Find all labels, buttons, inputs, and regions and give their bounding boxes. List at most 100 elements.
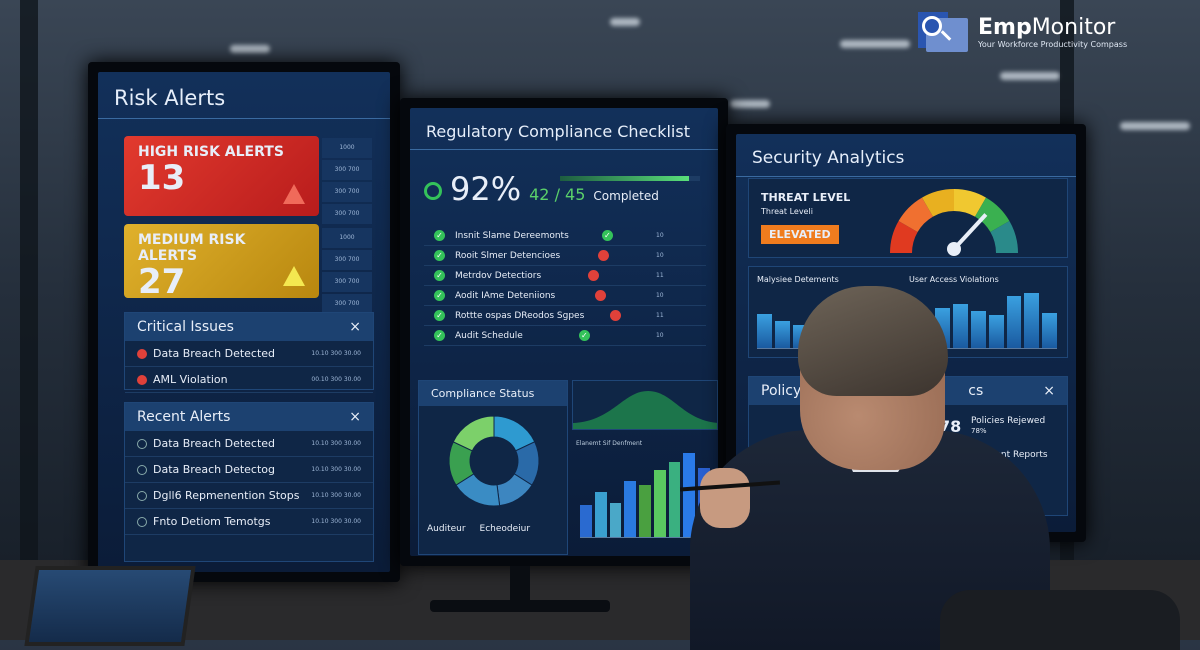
alert-row[interactable]: Data Breach Detected 10.10 300 30.00 <box>125 431 373 457</box>
checklist-label: Insnit Slame Dereemonts <box>455 230 569 241</box>
threat-level-subtitle: Threat Leveli <box>761 207 813 216</box>
bar <box>639 485 651 537</box>
gauge-segment <box>898 197 933 232</box>
checklist-item[interactable]: ✓ Metrdov Detectiors 11 <box>424 266 706 286</box>
side-value: 300 700 <box>322 294 372 314</box>
gauge-segment <box>922 189 954 217</box>
high-risk-card[interactable]: HIGH RISK ALERTS 13 <box>124 136 319 216</box>
close-icon[interactable]: × <box>1043 383 1055 399</box>
side-value: 1000 <box>322 228 372 248</box>
alert-time: 10.10 300 30.00 <box>311 466 361 473</box>
bar-chart-title: Elanemt Sif Denfment <box>576 440 643 447</box>
check-icon: ✓ <box>434 310 445 321</box>
policy-stat-label: Policies Rejewed <box>971 416 1046 426</box>
alert-row[interactable]: Fnto Detiom Temotgs 10.10 300 30.00 <box>125 509 373 535</box>
donut-slice <box>452 415 495 452</box>
threat-level-title: THREAT LEVEL <box>761 191 851 204</box>
checklist: ✓ Insnit Slame Dereemonts ✓ 10 ✓ Rooit Slmer … <box>424 226 706 346</box>
alert-label: AML Violation <box>153 373 228 386</box>
compliance-progress-bar <box>560 176 700 181</box>
bar <box>653 470 666 537</box>
check-icon: ✓ <box>434 330 445 341</box>
gauge-segment <box>990 221 1018 253</box>
alert-label: Data Breach Detectog <box>153 463 276 476</box>
medium-risk-count: 27 <box>138 262 186 302</box>
recent-alerts-panel: Recent Alerts × Data Breach Detected 10.10… <box>124 402 374 562</box>
threat-level-panel: THREAT LEVEL Threat Leveli ELEVATED <box>748 178 1068 258</box>
side-value: 300 700 <box>322 250 372 270</box>
recent-alerts-title: Recent Alerts <box>137 409 231 425</box>
legend-echeodeiur: Echeodeiur <box>479 524 531 534</box>
threat-gauge <box>890 189 1018 256</box>
status-icon <box>588 270 600 281</box>
side-value: 300 700 <box>322 272 372 292</box>
checklist-item[interactable]: ✓ Audit Schedule ✓ 10 <box>424 326 706 346</box>
risk-alerts-monitor: Risk Alerts HIGH RISK ALERTS 13 1000 300 … <box>88 62 400 582</box>
bar <box>683 453 696 537</box>
ceiling-light <box>840 40 910 48</box>
warning-icon <box>283 266 305 286</box>
checklist-count: 11 <box>656 312 664 319</box>
empmonitor-logo: EmpMonitor Your Workforce Productivity C… <box>918 12 1127 52</box>
check-badge-icon <box>137 349 147 359</box>
alert-row[interactable]: Dgll6 Repmenention Stops 10.10 300 30.00 <box>125 483 373 509</box>
bar <box>1024 293 1040 348</box>
compliance-percent: 92% <box>450 170 522 208</box>
alert-label: Data Breach Detected <box>153 347 276 360</box>
alert-row[interactable]: Data Breach Detected 10.10 300 30.00 <box>125 341 373 367</box>
gauge-segment <box>954 189 986 217</box>
ceiling-light <box>230 45 270 53</box>
checklist-count: 11 <box>656 272 664 279</box>
completed-label: Completed <box>593 189 659 203</box>
bar <box>774 320 790 348</box>
security-title: Security Analytics <box>736 134 1076 177</box>
check-icon: ✓ <box>434 250 445 261</box>
side-value: 300 700 <box>322 204 372 224</box>
alert-row[interactable]: AML Violation 00.10 300 30.00 <box>125 367 373 393</box>
radio-icon <box>137 465 147 475</box>
bar <box>970 311 986 348</box>
high-risk-label: HIGH RISK ALERTS <box>138 144 284 160</box>
gauge-segment <box>975 197 1010 232</box>
ceiling-light <box>610 18 640 26</box>
checklist-label: Rooit Slmer Detencioes <box>455 250 561 261</box>
alert-row[interactable]: Data Breach Detectog 10.10 300 30.00 <box>125 457 373 483</box>
chart1-title: Malysiee Detements <box>757 275 839 284</box>
checklist-item[interactable]: ✓ Rottte ospas DReodos Sgpes 11 <box>424 306 706 326</box>
bar <box>1006 296 1022 348</box>
medium-risk-card[interactable]: MEDIUM RISK ALERTS 27 <box>124 224 319 302</box>
risk-alerts-title: Risk Alerts <box>98 72 390 119</box>
compliance-bar-chart <box>580 453 711 538</box>
bar <box>988 315 1004 348</box>
check-badge-icon <box>137 375 147 385</box>
alert-time: 10.10 300 30.00 <box>311 350 361 357</box>
brand-name-bold: Emp <box>978 14 1032 40</box>
ceiling-light <box>1120 122 1190 130</box>
close-icon[interactable]: × <box>349 319 361 335</box>
alert-time: 10.10 300 30.00 <box>311 492 361 499</box>
completed-count: 42 / 45 <box>529 185 586 204</box>
gauge-segment <box>890 221 918 253</box>
compliance-status-title: Compliance Status <box>431 387 535 400</box>
gauge-needle <box>952 213 988 251</box>
high-risk-side-list: 1000 300 700 300 700 300 700 <box>322 138 372 226</box>
checklist-item[interactable]: ✓ Insnit Slame Dereemonts ✓ 10 <box>424 226 706 246</box>
alert-label: Data Breach Detected <box>153 437 276 450</box>
checklist-item[interactable]: ✓ Aodit IAme Deteniions 10 <box>424 286 706 306</box>
high-risk-count: 13 <box>138 158 186 198</box>
status-icon <box>595 290 607 301</box>
compliance-donut-chart <box>448 415 540 507</box>
close-icon[interactable]: × <box>349 409 361 425</box>
monitor-stand <box>510 566 530 606</box>
radio-icon <box>137 439 147 449</box>
critical-issues-panel: Critical Issues × Data Breach Detected 10.… <box>124 312 374 393</box>
alert-time: 10.10 300 30.00 <box>311 518 361 525</box>
checklist-count: 10 <box>655 332 664 339</box>
warning-icon <box>283 184 305 204</box>
bar <box>757 314 772 348</box>
chair <box>940 590 1180 650</box>
window-frame <box>20 0 38 640</box>
medium-risk-side-list: 1000 300 700 300 700 300 700 <box>322 228 372 316</box>
checklist-item[interactable]: ✓ Rooit Slmer Detencioes 10 <box>424 246 706 266</box>
check-icon: ✓ <box>434 270 445 281</box>
